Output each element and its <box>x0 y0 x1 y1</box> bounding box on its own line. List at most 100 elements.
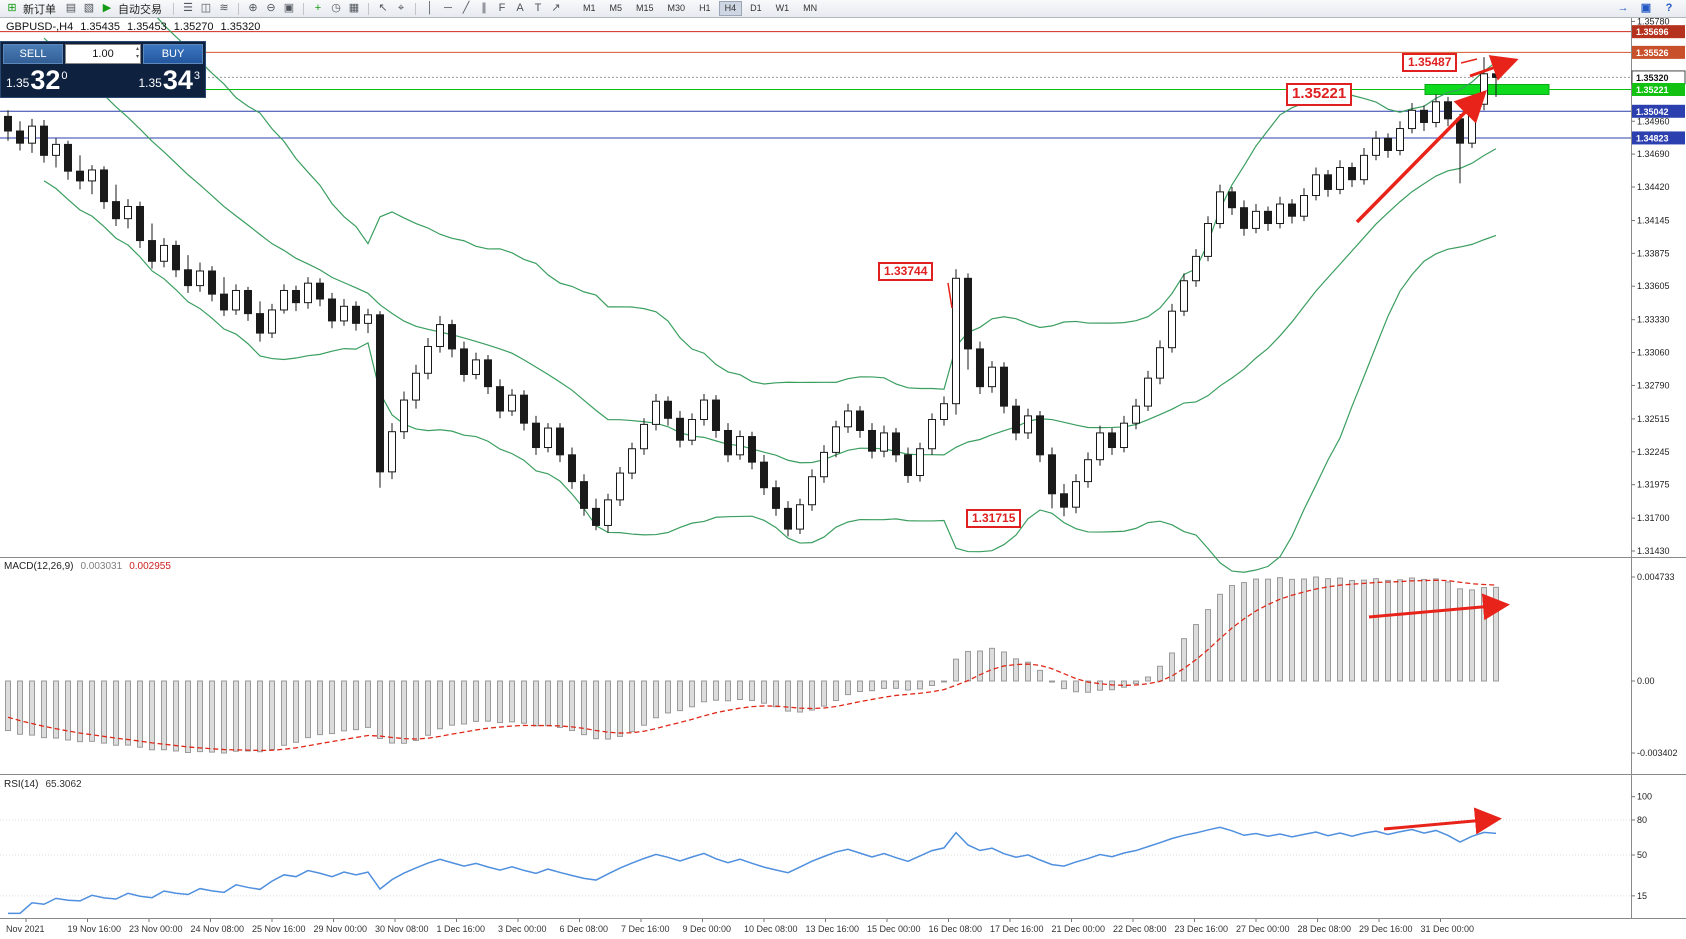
rsi-line <box>8 826 1497 915</box>
ask-point: 3 <box>193 70 200 82</box>
horizontal-line-icon[interactable]: ─ <box>444 2 452 14</box>
axis-label: 22 Dec 08:00 <box>1113 924 1167 934</box>
annotation-leader-line <box>1460 58 1478 64</box>
axis-label: -0.003402 <box>1637 748 1678 758</box>
annotation-leader-line <box>947 282 953 309</box>
spinner-down-icon[interactable]: ▾ <box>135 54 139 60</box>
price-line-label <box>1632 104 1685 118</box>
volume-spinner[interactable]: ▴ ▾ <box>136 45 139 61</box>
trend-arrow-object[interactable] <box>1469 55 1519 81</box>
price-annotation[interactable]: 1.35221 <box>1286 83 1353 106</box>
bollinger-band-line <box>137 0 1497 390</box>
price-line-label <box>1632 131 1685 145</box>
buy-button[interactable]: BUY <box>143 44 203 64</box>
price-annotation[interactable]: 1.33744 <box>878 262 934 281</box>
candles-layer <box>4 57 1500 537</box>
axis-label: 17 Dec 16:00 <box>990 924 1044 934</box>
price-line-label <box>1632 45 1685 59</box>
axis-label: 100 <box>1637 792 1652 802</box>
price-line-label <box>1632 25 1685 39</box>
bid-price: 1.35 32 0 <box>6 66 68 94</box>
new-order-icon[interactable]: ⊞ <box>7 2 17 14</box>
axis-label: 1.34145 <box>1637 215 1670 225</box>
help-icon[interactable]: ? <box>1665 2 1673 14</box>
axis-label: 1.33330 <box>1637 315 1670 325</box>
bar-chart-icon[interactable]: ☰ <box>183 2 193 14</box>
timeframe-button-w1[interactable]: W1 <box>775 3 790 13</box>
axis-label: 1.34690 <box>1637 149 1670 159</box>
cursor-icon[interactable]: ↖ <box>378 2 388 14</box>
trend-arrow-object[interactable] <box>1368 593 1510 621</box>
axis-label: 50 <box>1637 850 1647 860</box>
new-order-label[interactable]: 新订单 <box>23 3 56 16</box>
axis-label: 1.35320 <box>1636 73 1669 83</box>
timeframe-button-d1[interactable]: D1 <box>750 3 762 13</box>
vertical-line-icon[interactable]: │ <box>426 2 434 14</box>
zoom-out-icon[interactable]: ⊖ <box>266 2 276 14</box>
macd-signal-line <box>7 579 1497 752</box>
auto-trading-icon[interactable]: ▶ <box>102 2 112 14</box>
volume-value: 1.00 <box>92 48 114 60</box>
timeframe-button-m15[interactable]: M15 <box>636 3 654 13</box>
axis-label: 21 Dec 00:00 <box>1052 924 1106 934</box>
price-annotation[interactable]: 1.35487 <box>1402 53 1458 72</box>
trendline-icon[interactable]: ╱ <box>462 2 470 14</box>
toolbar-separator <box>173 2 174 15</box>
fibonacci-icon[interactable]: F <box>498 2 506 14</box>
axis-label: 10 Dec 08:00 <box>744 924 798 934</box>
chart-shift-icon[interactable]: → <box>1617 2 1629 14</box>
axis-label: 1.35221 <box>1636 85 1669 95</box>
auto-trading-label[interactable]: 自动交易 <box>118 3 162 16</box>
axis-label: 28 Dec 08:00 <box>1298 924 1352 934</box>
candlestick-chart-icon[interactable]: ◫ <box>200 2 212 14</box>
toolbar-separator <box>238 2 239 15</box>
spinner-up-icon[interactable]: ▴ <box>135 46 139 52</box>
axis-label: 31 Dec 00:00 <box>1421 924 1475 934</box>
templates-icon[interactable]: ▦ <box>348 2 360 14</box>
trend-arrow-object[interactable] <box>1383 807 1502 835</box>
label-icon[interactable]: T <box>534 2 542 14</box>
ask-prefix: 1.35 <box>138 76 162 90</box>
ohlc-close: 1.35320 <box>220 21 261 33</box>
line-chart-icon[interactable]: ≋ <box>219 2 229 14</box>
zoom-in-icon[interactable]: ⊕ <box>248 2 258 14</box>
timeframe-button-h4[interactable]: H4 <box>718 1 743 16</box>
toolbar: ⊞ 新订单 ▤ ▧ ▶ 自动交易 ☰ ◫ ≋ ⊕ ⊖ ▣ + ◷ ▦ ↖ ⌖ │… <box>0 0 1686 18</box>
axis-label: 0.00 <box>1637 676 1655 686</box>
grid-icon[interactable]: ▣ <box>1640 2 1652 14</box>
sell-button[interactable]: SELL <box>3 44 63 64</box>
macd-histogram <box>5 576 1499 754</box>
navigator-icon[interactable]: ▧ <box>83 2 95 14</box>
axis-label: 1.33605 <box>1637 281 1670 291</box>
crosshair-icon[interactable]: ⌖ <box>397 2 405 14</box>
bid-point: 0 <box>61 70 68 82</box>
axis-label: 23 Dec 16:00 <box>1175 924 1229 934</box>
ask-pips: 34 <box>162 65 193 95</box>
price-line-label <box>1632 82 1685 96</box>
axis-label: 23 Nov 00:00 <box>129 924 183 934</box>
chart-symbol-header: GBPUSD-,H4 1.35435 1.35453 1.35270 1.353… <box>6 21 260 33</box>
axis-label: 1.31430 <box>1637 546 1670 556</box>
price-annotation[interactable]: 1.31715 <box>966 509 1022 528</box>
new-chart-icon[interactable]: + <box>314 2 322 14</box>
timeframe-button-m1[interactable]: M1 <box>583 3 596 13</box>
tile-windows-icon[interactable]: ▣ <box>283 2 295 14</box>
ohlc-open: 1.35435 <box>80 21 121 33</box>
timeframe-button-m30[interactable]: M30 <box>667 3 686 13</box>
timeframe-button-mn[interactable]: MN <box>803 3 818 13</box>
axis-label: 19 Nov 16:00 <box>68 924 122 934</box>
bollinger-band-line <box>43 180 1497 573</box>
volume-input[interactable]: 1.00 ▴ ▾ <box>65 44 141 64</box>
arrows-tool-icon[interactable]: ↗ <box>551 2 561 14</box>
period-icon[interactable]: ◷ <box>331 2 341 14</box>
market-watch-icon[interactable]: ▤ <box>65 2 77 14</box>
equidistant-channel-icon[interactable]: ∥ <box>481 2 487 14</box>
timeframe-button-h1[interactable]: H1 <box>699 3 711 13</box>
bid-pips: 32 <box>30 65 61 95</box>
macd-name: MACD(12,26,9) <box>4 561 74 572</box>
trend-arrow-object[interactable] <box>1355 90 1487 224</box>
text-icon[interactable]: A <box>516 2 524 14</box>
axis-label: 1.35696 <box>1636 27 1669 37</box>
timeframe-button-m5[interactable]: M5 <box>609 3 623 13</box>
